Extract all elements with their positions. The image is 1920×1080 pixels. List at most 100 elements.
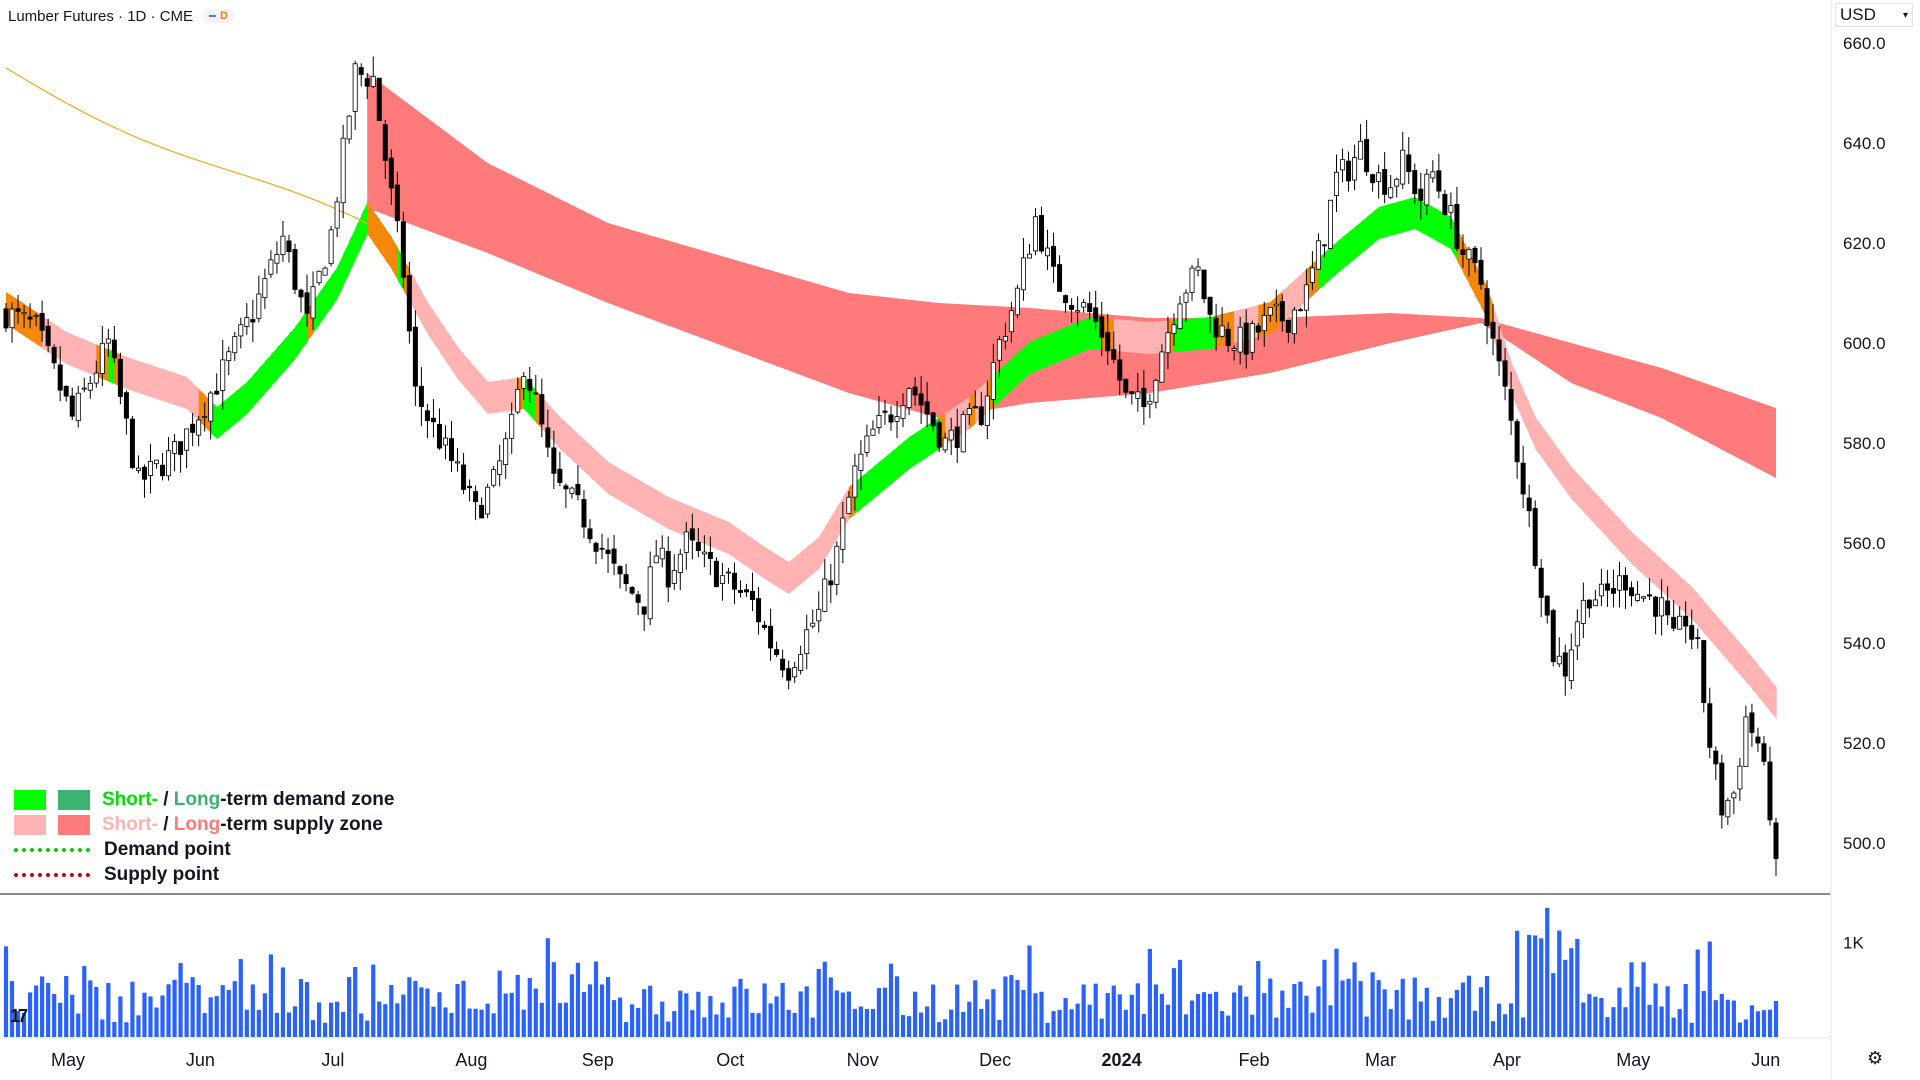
short-term-zone-segment [704,512,711,547]
volume-bar [961,1011,966,1037]
short-term-zone-segment [1005,358,1013,396]
gear-icon[interactable]: ⚙ [1867,1048,1884,1068]
volume-bar [184,982,189,1037]
volume-bar [672,1011,677,1037]
candle-up [322,267,328,276]
candle-up [569,487,575,494]
volume-bar [1105,993,1110,1037]
candle-down [292,249,298,290]
candle-down [1773,822,1779,859]
candle-up [1448,205,1454,213]
x-tick-label: Aug [455,1050,487,1070]
volume-bar [46,982,51,1037]
short-term-zone-segment [1715,615,1723,654]
short-term-zone-segment [1053,329,1061,364]
short-term-zone-segment [1577,473,1584,512]
volume-bar [666,1021,671,1037]
volume-bar [949,1009,954,1037]
volume-bar [1310,1012,1315,1037]
volume-bar [690,1010,695,1037]
candle-down [918,393,924,406]
volume-bar [533,988,538,1037]
short-term-zone-segment [1186,318,1193,351]
market-status-badge[interactable]: D [203,9,234,23]
short-term-zone-segment [246,375,254,414]
short-term-zone-segment [764,547,772,583]
candle-down [545,427,551,448]
candle-up [725,571,731,574]
short-term-zone-segment [614,465,621,501]
candle-up [1677,615,1683,630]
short-term-zone-segment [282,333,290,373]
volume-bar [840,992,845,1037]
candle-down [539,394,545,425]
short-term-zone-segment [343,241,350,286]
candle-down [286,240,292,253]
short-term-zone-segment [927,421,934,457]
volume-bar [1671,1017,1676,1037]
candle-up [1020,257,1026,291]
volume-bar [1244,996,1249,1037]
moving-average-line [5,67,368,224]
volume-bar [1171,968,1177,1037]
volume-bar [1147,948,1152,1037]
candle-up [990,361,996,400]
candle-up [683,531,689,553]
short-term-zone-segment [577,433,585,472]
candle-down [63,385,69,397]
volume-bar [858,1006,863,1037]
candle-up [497,460,503,475]
candle-up [99,342,105,374]
short-term-zone-segment [1631,532,1639,570]
short-term-zone-segment [812,537,820,574]
short-term-zone-segment [481,375,489,414]
candle-up [1327,199,1333,249]
candle-down [780,658,786,671]
short-term-zone-segment [126,357,134,391]
volume-bar [1400,978,1405,1037]
volume-bar [1430,1020,1435,1037]
volume-bar [509,992,514,1037]
volume-bar [359,1013,364,1037]
volume-bar [250,984,255,1037]
x-tick-label: May [1616,1050,1650,1070]
short-term-zone-segment [1426,203,1434,239]
volume-bar [178,963,183,1037]
volume-bar [371,964,376,1037]
short-term-zone-segment [192,383,200,421]
volume-bar [575,962,581,1037]
volume-bar [1298,981,1303,1037]
short-term-zone-segment [1071,322,1079,357]
candle-up [1171,324,1177,334]
symbol-title[interactable]: Lumber Futures · 1D · CME [8,7,194,25]
volume-bar [750,1012,755,1037]
short-term-zone-segment [915,429,922,465]
legend-demand-short: Short- [102,788,158,810]
tradingview-logo-icon[interactable]: 17 [10,1006,28,1026]
candle-down [1755,736,1761,744]
short-term-zone-segment [1023,342,1031,380]
candle-up [996,339,1002,361]
short-term-zone-segment [355,215,362,260]
volume-bar [64,976,69,1037]
volume-tick-label: 1K [1843,933,1864,952]
short-term-zone-segment [1709,608,1717,647]
candle-down [774,649,780,656]
short-term-zone-segment [1757,664,1765,704]
volume-bar [1051,1011,1056,1037]
volume-bar [268,954,273,1037]
volume-bar [642,989,647,1037]
short-term-zone-segment [487,381,495,414]
volume-bar [455,984,460,1037]
short-term-zone-segment [788,557,796,594]
candle-down [563,485,569,490]
candle-down [1653,596,1659,617]
volume-bar [955,984,960,1037]
candle-down [1099,316,1105,338]
short-term-zone-segment [999,364,1006,402]
currency-selector[interactable]: USD ▾ [1835,3,1913,27]
short-term-zone-segment [1769,679,1777,719]
candle-up [1358,140,1364,160]
volume-bar [316,1002,322,1037]
